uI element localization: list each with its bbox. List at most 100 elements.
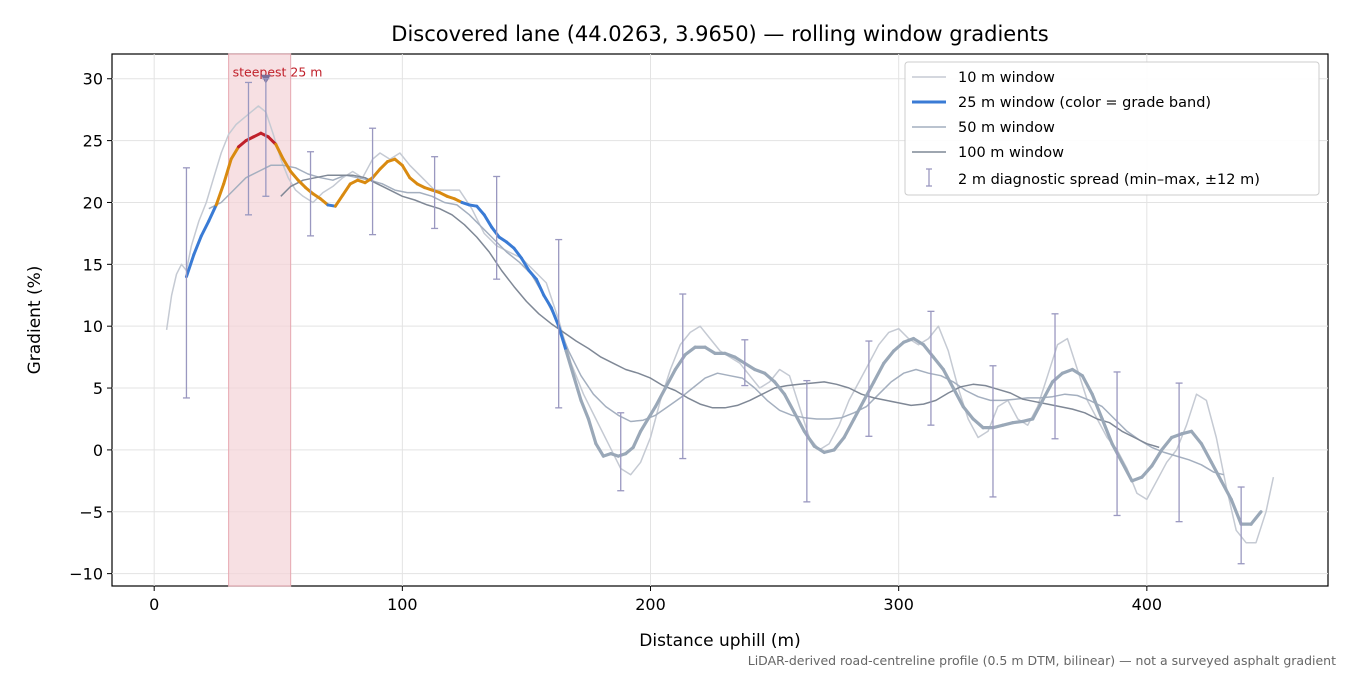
series-25m-segment (192, 234, 203, 256)
errorbar (1051, 313, 1059, 440)
series-25m-segment (371, 167, 382, 180)
series-25m-segment (549, 306, 561, 328)
series-25m-segment (911, 336, 926, 347)
x-tick-label: 200 (635, 595, 666, 614)
errorbar (182, 167, 190, 399)
series-25m-segment (733, 355, 747, 365)
errorbar (927, 310, 935, 426)
legend-label-10m: 10 m window (958, 70, 1055, 86)
series-25m-segment (564, 349, 576, 378)
series-25m-segment (475, 204, 486, 217)
series-25m-segment (892, 340, 906, 353)
series-50m-window (208, 164, 1224, 476)
series-25m-segment (304, 186, 315, 196)
series-25m-segment (214, 182, 226, 207)
series-25m-segment (683, 345, 697, 357)
y-axis-label: Gradient (%) (25, 266, 45, 375)
series-25m-segment (1041, 380, 1055, 403)
series-25m-segment (772, 380, 787, 396)
series-25m-segment (222, 157, 233, 186)
legend-label-25m: 25 m window (color = grade band) (958, 95, 1211, 111)
series-25m-segment (527, 269, 538, 281)
y-tick-label: 5 (93, 379, 103, 398)
series-25m-segment (763, 371, 777, 384)
series-25m-segment (631, 429, 643, 450)
series-25m-segment (1209, 460, 1223, 483)
errorbar (1175, 382, 1183, 523)
series-25m-segment (921, 343, 936, 359)
series-25m-segment (1120, 460, 1134, 483)
series-25m-segment (1050, 371, 1065, 384)
series-25m-segment (378, 160, 389, 171)
y-tick-label: 0 (93, 441, 103, 460)
series-25m-segment (237, 139, 248, 149)
series-25m-segment (902, 336, 916, 344)
series-25m-segment (542, 293, 553, 310)
y-tick-label: −5 (79, 503, 103, 522)
series-25m-segment (274, 142, 285, 161)
series-25m-segment (393, 157, 404, 167)
chart-title: Discovered lane (44.0263, 3.9650) — roll… (391, 22, 1048, 46)
errorbar (262, 78, 270, 197)
footnote: LiDAR-derived road-centreline profile (0… (748, 653, 1336, 668)
series-25m-segment (482, 213, 494, 229)
series-25m-segment (961, 405, 975, 421)
series-25m-segment (400, 163, 412, 180)
series-25m-segment (1140, 464, 1154, 479)
series-25m-segment (624, 445, 635, 456)
series-25m-segment (1170, 432, 1184, 440)
series-25m-segment (743, 361, 757, 372)
series-25m-segment (782, 392, 797, 415)
series-25m-segment (638, 417, 650, 433)
x-tick-label: 100 (387, 595, 418, 614)
series-10m-window (165, 105, 1275, 544)
series-25m-segment (673, 353, 687, 372)
series-25m-segment (207, 203, 218, 223)
series-25m-segment (281, 157, 293, 174)
y-tick-label: 20 (83, 193, 103, 212)
series-25m-segment (505, 240, 516, 250)
series-25m-segment (832, 435, 846, 452)
series-25m-segment (822, 448, 836, 454)
errorbar (679, 293, 687, 460)
series-25m-segment (703, 345, 717, 356)
series-lines (165, 105, 1275, 544)
series-25m-segment (1031, 398, 1045, 421)
series-25m-segment (318, 197, 330, 207)
series-25m-segment (941, 367, 955, 390)
errorbar (244, 81, 252, 216)
y-tick-label: 15 (83, 255, 103, 274)
y-tick-label: 10 (83, 317, 103, 336)
errorbar (865, 340, 873, 437)
errorbar (617, 412, 625, 492)
series-25m-segment (266, 135, 278, 146)
y-tick-label: 30 (83, 70, 103, 89)
series-25m-segment (579, 398, 591, 421)
errorbar (741, 339, 749, 387)
errorbar (555, 238, 563, 409)
y-tick-label: −10 (69, 565, 103, 584)
series-25m-segment (1021, 417, 1035, 424)
x-tick-label: 0 (149, 595, 159, 614)
errorbar (369, 127, 377, 236)
series-25m-segment (1160, 435, 1174, 452)
series-25m-segment (646, 405, 658, 421)
legend-label-errorbar: 2 m diagnostic spread (min–max, ±12 m) (958, 172, 1260, 188)
series-25m-segment (534, 277, 546, 297)
series-25m-segment (1001, 421, 1015, 427)
errorbar (803, 379, 811, 503)
series-25m-segment (512, 246, 523, 260)
series-25m-segment (753, 367, 767, 375)
series-25m-segment (951, 386, 965, 409)
series-25m-segment (1219, 479, 1233, 501)
series-25m-segment (1060, 367, 1074, 375)
steepest-annotation: steepest 25 m (233, 65, 323, 80)
series-25m-segment (802, 429, 816, 448)
series-25m-segment (931, 355, 945, 372)
series-25m-segment (663, 367, 677, 390)
errorbar (493, 175, 501, 280)
series-25m-segment (1249, 510, 1263, 526)
series-25m-segment (842, 417, 856, 440)
series-25m-segment (490, 225, 501, 239)
